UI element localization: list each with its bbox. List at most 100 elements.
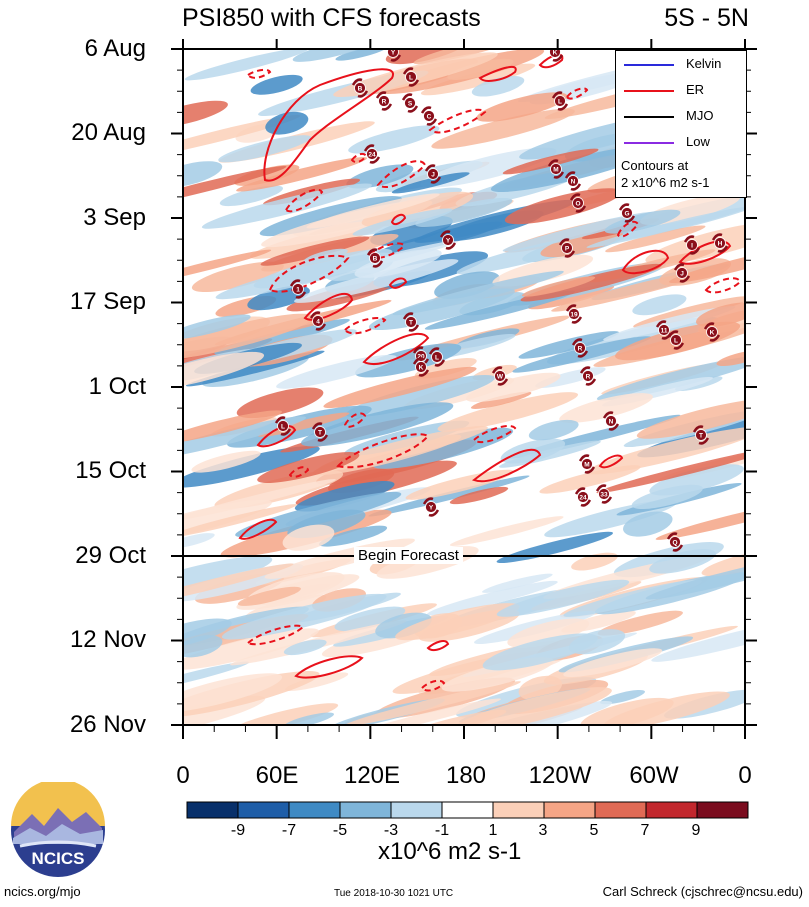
legend-item-kelvin: Kelvin bbox=[616, 51, 746, 77]
field-streak bbox=[294, 259, 459, 303]
colorbar-label: -7 bbox=[281, 822, 297, 839]
er-contour-negative bbox=[343, 412, 367, 428]
field-streak bbox=[528, 419, 579, 441]
storm-marker: 19 bbox=[565, 304, 583, 324]
field-streak bbox=[234, 164, 300, 186]
field-streak bbox=[183, 100, 228, 128]
legend-label: MJO bbox=[686, 108, 714, 123]
storm-marker: 24 bbox=[363, 144, 381, 164]
storm-marker: Y bbox=[422, 497, 440, 517]
field-streak bbox=[354, 249, 442, 278]
er-contour-negative bbox=[284, 188, 324, 213]
storm-arm bbox=[569, 193, 587, 213]
colorbar-box bbox=[594, 801, 647, 819]
er-contour-negative bbox=[368, 242, 406, 259]
storm-label: 11 bbox=[661, 328, 668, 335]
field-streak bbox=[512, 336, 652, 373]
er-contour-negative bbox=[565, 87, 589, 100]
storm-label: 19 bbox=[570, 312, 578, 319]
colorbar-box bbox=[441, 801, 494, 819]
contour-note-line: Contours at bbox=[621, 158, 689, 173]
field-streak bbox=[183, 161, 223, 188]
colorbar-box bbox=[237, 801, 290, 819]
field-streak bbox=[183, 618, 232, 649]
storm-label: L bbox=[409, 75, 413, 82]
field-streak bbox=[183, 563, 294, 608]
storm-arm bbox=[673, 263, 691, 283]
storm-arm bbox=[422, 497, 440, 517]
field-streak bbox=[237, 586, 301, 606]
storm-core bbox=[550, 163, 562, 175]
er-contour-positive bbox=[390, 213, 407, 226]
er-contour-negative bbox=[246, 624, 305, 646]
field-streak bbox=[183, 114, 301, 158]
field-streak bbox=[191, 261, 284, 293]
field-streak bbox=[183, 556, 273, 602]
storm-arm bbox=[574, 487, 592, 507]
er-contour-positive bbox=[256, 425, 297, 448]
storm-arm bbox=[683, 235, 701, 255]
storm-arm bbox=[602, 411, 620, 431]
colorbar-box bbox=[390, 801, 443, 819]
storm-marker: L bbox=[667, 330, 685, 350]
field-streak bbox=[563, 648, 663, 678]
x-tick-label: 120W bbox=[528, 762, 592, 789]
storm-arm bbox=[571, 338, 589, 358]
storm-core bbox=[442, 234, 454, 246]
colorbar-label: -3 bbox=[383, 822, 399, 839]
storm-label: W bbox=[497, 374, 504, 381]
field-streak bbox=[596, 355, 745, 401]
footer-right: Carl Schreck (cjschrec@ncsu.edu) bbox=[602, 884, 803, 899]
storm-label: Q bbox=[672, 540, 677, 547]
storm-core bbox=[425, 501, 437, 513]
field-streak bbox=[470, 391, 532, 409]
storm-core bbox=[695, 429, 707, 441]
storm-marker: 1 bbox=[289, 279, 307, 299]
storm-label: T bbox=[699, 433, 703, 440]
er-contour-negative bbox=[288, 466, 310, 478]
storm-label: 24 bbox=[368, 152, 376, 159]
storm-marker: J bbox=[673, 263, 691, 283]
x-tick-label: 0 bbox=[738, 762, 752, 789]
storm-label: J bbox=[431, 172, 435, 179]
field-streak bbox=[201, 183, 372, 229]
field-streak bbox=[334, 606, 406, 632]
field-streak bbox=[437, 392, 579, 432]
storm-marker: L bbox=[402, 67, 420, 87]
storm-marker: J bbox=[424, 164, 442, 184]
y-tick-label: 12 Nov bbox=[69, 626, 146, 653]
storm-marker: T bbox=[311, 422, 329, 442]
field-streak bbox=[183, 479, 336, 520]
storm-marker: T bbox=[692, 425, 710, 445]
storm-core bbox=[658, 324, 670, 336]
field-streak bbox=[447, 58, 514, 80]
storm-core bbox=[369, 252, 381, 264]
storm-arm bbox=[439, 230, 457, 250]
storm-arm bbox=[428, 347, 446, 367]
field-streak bbox=[236, 157, 368, 192]
field-streak bbox=[482, 573, 553, 593]
field-streak bbox=[343, 681, 521, 725]
storm-arm bbox=[551, 91, 569, 111]
er-contour-positive bbox=[263, 68, 395, 182]
legend-swatch bbox=[624, 64, 674, 66]
chart-title: PSI850 with CFS forecasts bbox=[182, 4, 481, 32]
storm-core bbox=[686, 239, 698, 251]
field-streak bbox=[631, 484, 703, 509]
storm-arm bbox=[402, 67, 420, 87]
legend-item-mjo: MJO bbox=[616, 103, 746, 129]
storm-arm bbox=[666, 532, 684, 552]
field-streak bbox=[395, 603, 520, 641]
storm-core bbox=[427, 168, 439, 180]
storm-label: M bbox=[553, 167, 558, 174]
storm-arm bbox=[366, 248, 384, 268]
field-streak bbox=[235, 491, 402, 538]
storm-marker: B bbox=[351, 78, 369, 98]
storm-core bbox=[312, 315, 324, 327]
storm-label: N bbox=[609, 419, 614, 426]
field-streak bbox=[214, 318, 350, 355]
er-contour-negative bbox=[420, 679, 446, 692]
storm-marker: Y bbox=[439, 230, 457, 250]
field-streak bbox=[392, 270, 564, 316]
storm-label: 33 bbox=[600, 492, 608, 499]
